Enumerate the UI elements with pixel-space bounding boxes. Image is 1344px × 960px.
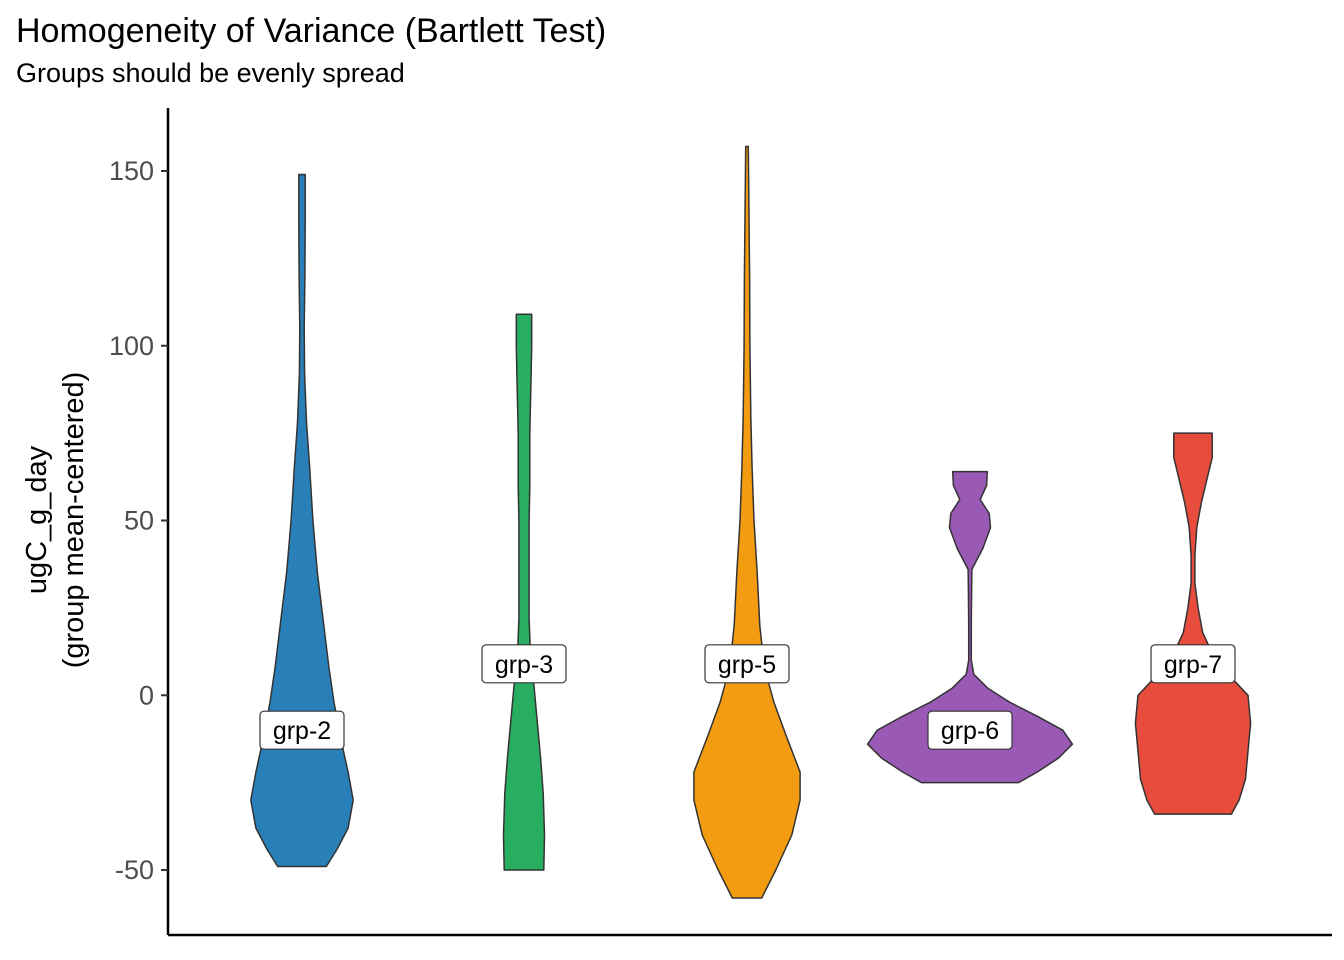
group-label-box bbox=[1150, 644, 1236, 684]
violin-grp-6 bbox=[866, 470, 1074, 784]
axes-layer: -50 0 50 100 150 bbox=[109, 108, 1332, 937]
group-label-grp-2: grp-2 bbox=[259, 710, 345, 750]
y-axis-title-line1: ugC_g_day bbox=[21, 445, 53, 594]
group-label-text: grp-6 bbox=[941, 717, 999, 745]
chart-title: Homogeneity of Variance (Bartlett Test) bbox=[16, 12, 607, 50]
y-tick-label: 0 bbox=[139, 680, 154, 710]
group-label-box bbox=[481, 644, 567, 684]
group-label-text: grp-5 bbox=[718, 651, 776, 679]
violin-grp-7 bbox=[1134, 432, 1252, 815]
y-axis-title-line2: (group mean-centered) bbox=[58, 372, 90, 669]
group-label-box bbox=[259, 710, 345, 750]
y-tick-label: 100 bbox=[109, 331, 154, 361]
y-tick-label: -50 bbox=[115, 855, 154, 885]
group-label-text: grp-2 bbox=[273, 717, 331, 745]
group-label-box bbox=[704, 644, 790, 684]
group-label-text: grp-3 bbox=[495, 651, 553, 679]
group-label-grp-3: grp-3 bbox=[481, 644, 567, 684]
group-labels-layer: grp-2 grp-3 grp-5 grp-6 grp-7 bbox=[259, 644, 1236, 750]
y-tick-label: 50 bbox=[124, 506, 154, 536]
group-label-grp-5: grp-5 bbox=[704, 644, 790, 684]
group-label-text: grp-7 bbox=[1164, 651, 1222, 679]
chart-subtitle: Groups should be evenly spread bbox=[16, 58, 405, 88]
y-tick-label: 150 bbox=[109, 156, 154, 186]
violin-grp-3 bbox=[502, 313, 546, 871]
violin-grp-2 bbox=[250, 173, 354, 868]
group-label-grp-6: grp-6 bbox=[927, 710, 1013, 750]
group-label-box bbox=[927, 710, 1013, 750]
violins-layer bbox=[250, 145, 1252, 899]
violin-grp-5 bbox=[693, 145, 801, 899]
group-label-grp-7: grp-7 bbox=[1150, 644, 1236, 684]
